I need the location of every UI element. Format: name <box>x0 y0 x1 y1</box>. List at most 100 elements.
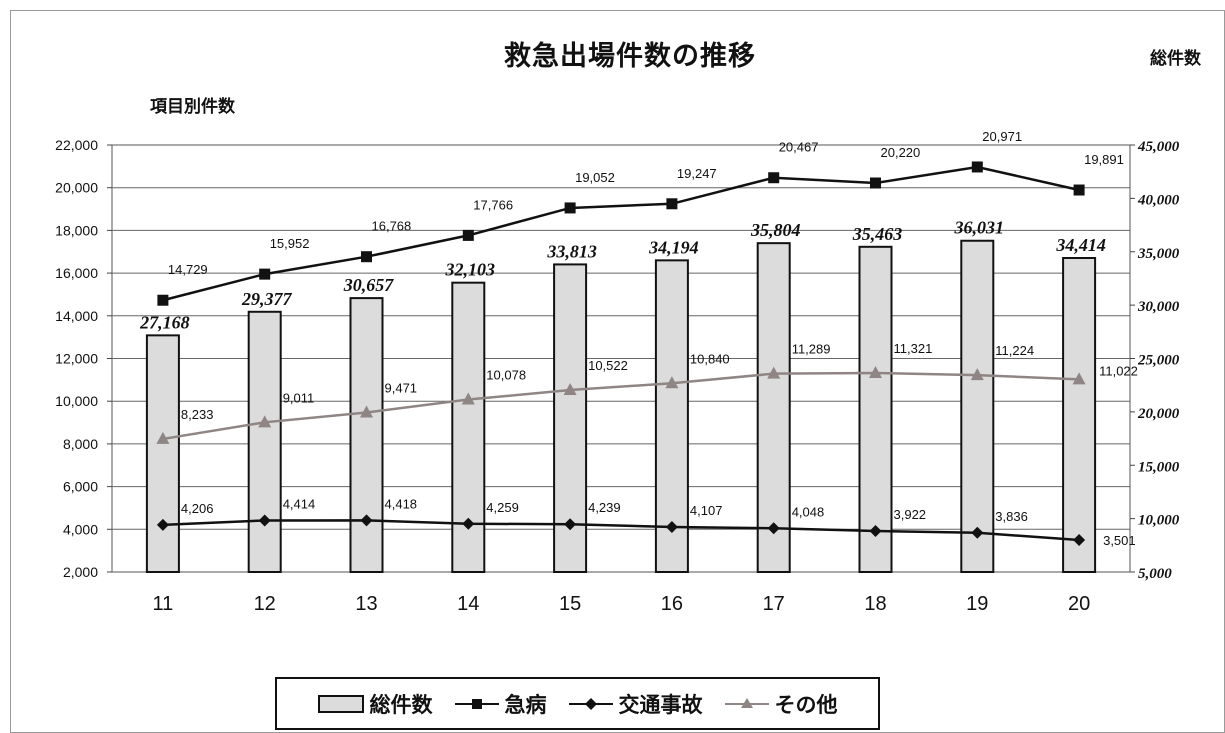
point-value-label: 4,259 <box>486 500 519 515</box>
point-value-label: 11,321 <box>894 341 933 356</box>
x-tick-label: 19 <box>966 593 988 615</box>
point-other <box>156 431 170 444</box>
point-value-label: 19,891 <box>1084 152 1124 167</box>
bar-value-label: 35,804 <box>750 220 801 240</box>
right-tick-label: 5,000 <box>1138 566 1172 582</box>
bar-total <box>145 334 180 573</box>
point-value-label: 3,501 <box>1103 533 1136 548</box>
bar-value-label: 33,813 <box>546 241 597 261</box>
left-tick-label: 20,000 <box>55 180 98 196</box>
left-tick-label: 10,000 <box>55 393 98 409</box>
point-value-label: 4,048 <box>792 504 825 519</box>
point-value-label: 10,078 <box>486 368 526 383</box>
point-value-label: 15,952 <box>270 236 310 251</box>
left-tick-label: 4,000 <box>63 521 98 537</box>
point-value-label: 4,206 <box>181 501 214 516</box>
point-value-label: 11,224 <box>995 343 1034 358</box>
point-illness <box>1073 184 1085 196</box>
bar-total <box>349 297 384 573</box>
point-other <box>461 392 475 405</box>
point-value-label: 9,011 <box>283 390 315 405</box>
point-value-label: 20,467 <box>779 140 819 155</box>
chart-title: 救急出場件数の推移 <box>504 41 756 72</box>
right-axis-title: 総件数 <box>1150 49 1201 69</box>
point-traffic <box>869 524 882 537</box>
point-value-label: 4,418 <box>385 496 418 511</box>
point-illness <box>870 177 881 189</box>
legend: 総件数 急病 交通事故 その他 <box>275 677 880 730</box>
point-value-label: 3,922 <box>894 507 927 522</box>
point-illness <box>666 198 678 210</box>
point-illness <box>361 251 372 263</box>
bar-total <box>553 263 588 573</box>
bar-total <box>247 310 282 573</box>
point-traffic <box>665 521 678 534</box>
x-tick-label: 17 <box>763 593 785 615</box>
right-tick-label: 30,000 <box>1137 299 1180 315</box>
left-tick-label: 18,000 <box>55 222 98 238</box>
x-tick-label: 15 <box>559 593 581 615</box>
right-tick-label: 35,000 <box>1137 246 1180 262</box>
x-tick-label: 20 <box>1068 593 1090 615</box>
point-illness <box>259 268 271 280</box>
point-other <box>258 415 272 428</box>
bar-total <box>1062 257 1097 573</box>
point-other <box>665 376 679 389</box>
legend-bar-swatch <box>317 694 364 713</box>
legend-label-illness: 急病 <box>504 692 547 717</box>
point-value-label: 11,022 <box>1099 363 1138 378</box>
line-illness <box>162 165 1080 302</box>
point-traffic <box>462 517 475 530</box>
left-tick-label: 6,000 <box>63 479 98 495</box>
point-value-label: 11,289 <box>792 342 831 357</box>
point-traffic <box>360 514 373 527</box>
legend-label-total: 総件数 <box>369 692 433 717</box>
x-tick-label: 11 <box>153 593 174 615</box>
bar-value-label: 34,414 <box>1055 235 1106 255</box>
bar-value-label: 36,031 <box>954 218 1005 238</box>
point-illness <box>564 202 576 214</box>
right-tick-label: 40,000 <box>1137 192 1180 208</box>
point-value-label: 4,414 <box>283 496 316 511</box>
point-other <box>970 368 984 381</box>
point-other <box>767 366 781 379</box>
bar-value-label: 30,657 <box>343 275 395 295</box>
point-value-label: 3,836 <box>995 509 1028 524</box>
point-value-label: 8,233 <box>181 407 214 422</box>
left-tick-label: 8,000 <box>63 436 98 452</box>
point-other <box>1072 372 1086 385</box>
legend-label-traffic: 交通事故 <box>618 692 703 717</box>
point-other <box>360 405 373 418</box>
line-other <box>162 371 1080 441</box>
point-other <box>869 365 882 378</box>
point-value-label: 4,107 <box>690 503 723 518</box>
point-illness <box>971 161 983 173</box>
right-tick-label: 15,000 <box>1138 459 1180 475</box>
left-tick-label: 14,000 <box>55 308 98 324</box>
bar-value-label: 35,463 <box>852 224 903 244</box>
bar-value-label: 29,377 <box>241 289 293 309</box>
bar-total <box>756 242 791 573</box>
point-traffic <box>156 518 169 531</box>
point-illness <box>462 229 474 241</box>
point-illness <box>768 172 780 184</box>
point-value-label: 19,247 <box>677 166 717 181</box>
x-tick-label: 16 <box>661 593 683 615</box>
legend-item-traffic: 交通事故 <box>568 689 703 719</box>
legend-item-illness: 急病 <box>454 689 547 719</box>
bar-value-label: 34,194 <box>648 237 699 257</box>
point-value-label: 20,220 <box>881 145 921 160</box>
right-tick-label: 20,000 <box>1137 406 1180 422</box>
point-value-label: 9,471 <box>385 380 418 395</box>
point-illness <box>157 294 169 306</box>
point-value-label: 14,729 <box>168 262 208 277</box>
x-tick-label: 12 <box>254 593 276 615</box>
bar-total <box>858 245 893 574</box>
left-axis-title: 項目別件数 <box>150 97 235 117</box>
bar-value-label: 27,168 <box>139 312 190 332</box>
left-tick-label: 16,000 <box>55 265 98 281</box>
right-tick-label: 45,000 <box>1137 139 1180 155</box>
bar-value-label: 32,103 <box>445 260 496 280</box>
x-tick-label: 13 <box>355 593 377 615</box>
